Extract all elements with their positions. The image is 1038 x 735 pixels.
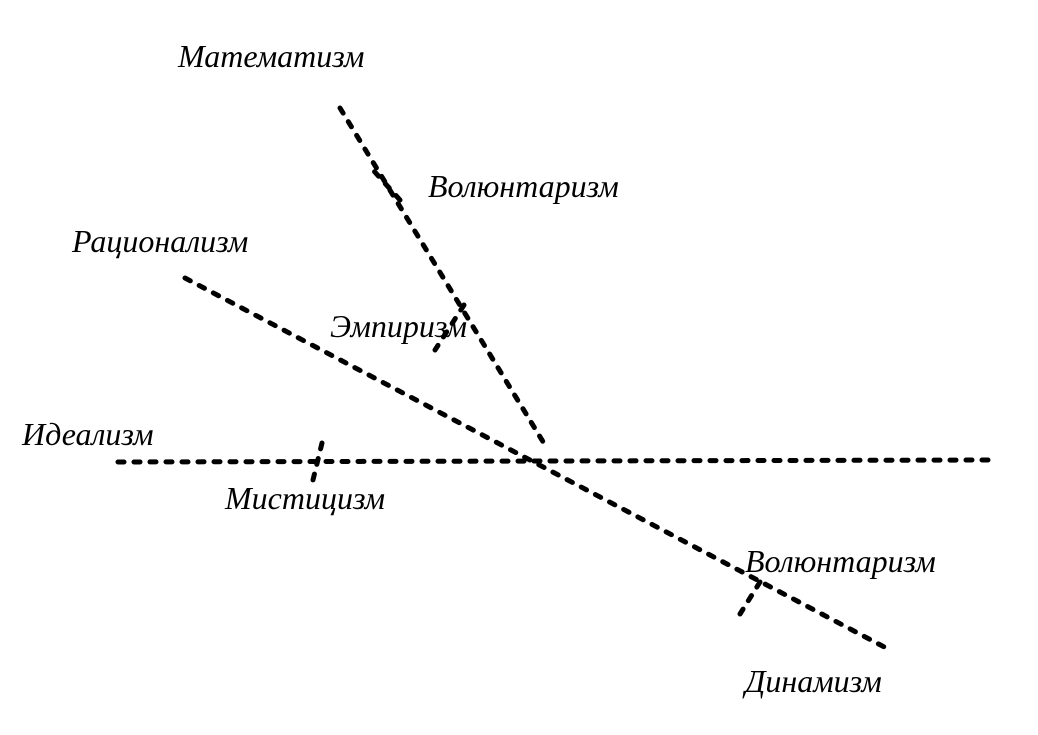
label-matematizm: Математизм [178, 40, 364, 72]
edge-matematizm-center [340, 108, 545, 445]
edge-racionalizm-dinamizm [185, 278, 890, 650]
label-misticizm: Мистицизм [225, 482, 385, 514]
edges-layer [0, 0, 1038, 735]
label-volyuntarizm-top: Волюнтаризм [428, 170, 619, 202]
label-empirizm: Эмпиризм [330, 310, 467, 342]
diagram-stage: Математизм Волюнтаризм Рационализм Эмпир… [0, 0, 1038, 735]
label-racionalizm: Рационализм [72, 225, 248, 257]
edge-volyuntarizm2-branch [740, 582, 760, 614]
label-idealizm: Идеализм [22, 418, 154, 450]
label-dinamizm: Динамизм [745, 665, 882, 697]
edge-idealizm-horizontal [118, 460, 990, 462]
label-volyuntarizm-bottom: Волюнтаризм [745, 545, 936, 577]
edge-volyuntarizm1-branch [373, 170, 400, 200]
